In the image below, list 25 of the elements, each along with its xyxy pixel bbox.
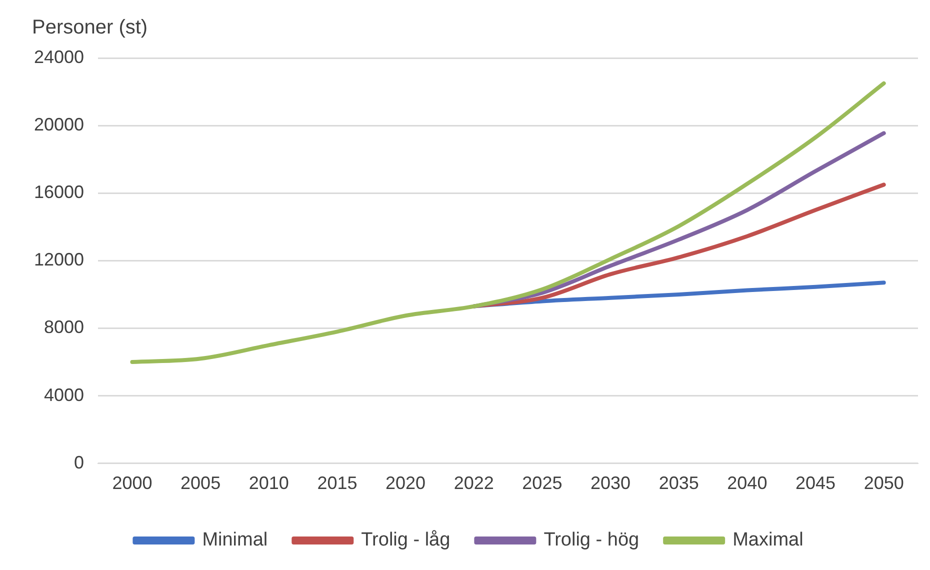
x-tick-label: 2035 — [658, 473, 699, 494]
x-tick-label: 2000 — [112, 473, 152, 494]
y-tick-label: 24000 — [34, 46, 84, 67]
y-tick-label: 16000 — [34, 182, 84, 202]
x-tick-label: 2040 — [727, 473, 768, 494]
x-tick-label: 2050 — [864, 473, 904, 494]
legend-label: Trolig - hög — [544, 530, 640, 551]
line-series — [130, 81, 886, 364]
x-tick-label: 2030 — [590, 473, 631, 494]
y-tick-label: 0 — [74, 452, 84, 472]
legend-label: Maximal — [732, 530, 804, 551]
y-tick-label: 4000 — [44, 384, 84, 405]
y-tick-label: 8000 — [44, 317, 84, 338]
x-tick-label: 2025 — [522, 473, 562, 494]
legend-label: Trolig - låg — [361, 530, 450, 551]
x-tick-label: 2022 — [454, 473, 494, 494]
y-tick-label: 12000 — [34, 250, 84, 270]
x-tick-label: 2020 — [386, 473, 426, 494]
x-tick-label: 2010 — [248, 473, 289, 494]
y-axis-title: Personer (st) — [32, 16, 148, 39]
y-tick-label: 20000 — [34, 114, 84, 135]
legend-label: Minimal — [202, 530, 268, 551]
x-tick-label: 2015 — [317, 473, 358, 494]
x-tick-label: 2045 — [795, 473, 836, 494]
x-tick-label: 2005 — [180, 473, 221, 494]
